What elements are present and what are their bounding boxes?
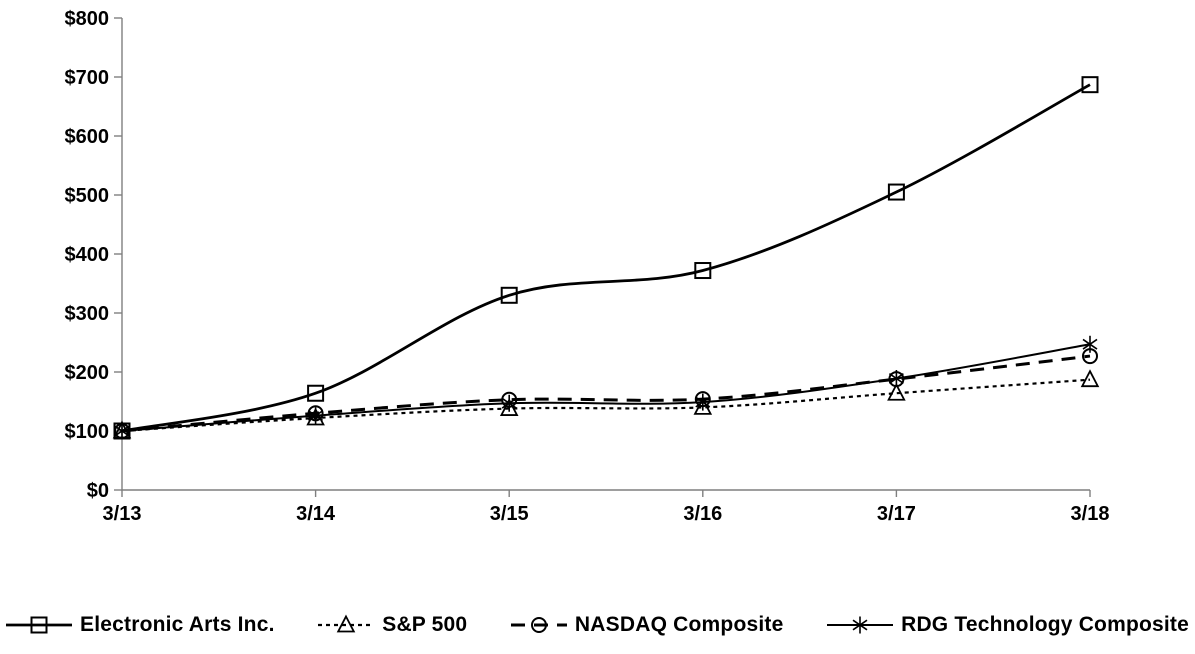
legend-label: S&P 500 [382,613,468,636]
svg-text:$700: $700 [65,67,110,89]
svg-text:$100: $100 [65,421,110,443]
svg-text:$0: $0 [87,480,109,502]
svg-text:$500: $500 [65,185,110,207]
svg-text:$600: $600 [65,126,110,148]
svg-text:3/13: 3/13 [103,503,142,525]
triangle-marker-icon [318,614,375,633]
legend-item-nasdaq-composite: NASDAQ Composite [510,611,784,639]
line-chart-plot-area: $0 $100 $200 $300 $400 $500 $600 $700 $800 3/13 3/… [65,8,1110,525]
svg-text:$200: $200 [65,362,110,384]
chart-legend: Electronic Arts Inc. S&P 500 NASDAQ Comp… [0,600,1195,650]
asterisk-marker-icon [827,616,894,634]
svg-text:3/14: 3/14 [296,503,336,525]
svg-text:$800: $800 [65,8,110,30]
svg-text:3/17: 3/17 [877,503,916,525]
legend-item-electronic-arts: Electronic Arts Inc. [6,611,275,639]
legend-label: NASDAQ Composite [574,613,784,636]
circle-marker-icon [510,617,567,633]
svg-text:3/18: 3/18 [1071,503,1110,525]
svg-text:$400: $400 [65,244,110,266]
legend-label: Electronic Arts Inc. [80,613,275,636]
legend-item-sp500: S&P 500 [318,611,467,639]
svg-text:$300: $300 [65,303,110,325]
svg-text:3/15: 3/15 [490,503,529,525]
legend-label: RDG Technology Composite [901,613,1189,636]
svg-text:3/16: 3/16 [683,503,722,525]
square-marker-icon [6,616,72,634]
legend-item-rdg-technology: RDG Technology Composite [827,611,1189,639]
